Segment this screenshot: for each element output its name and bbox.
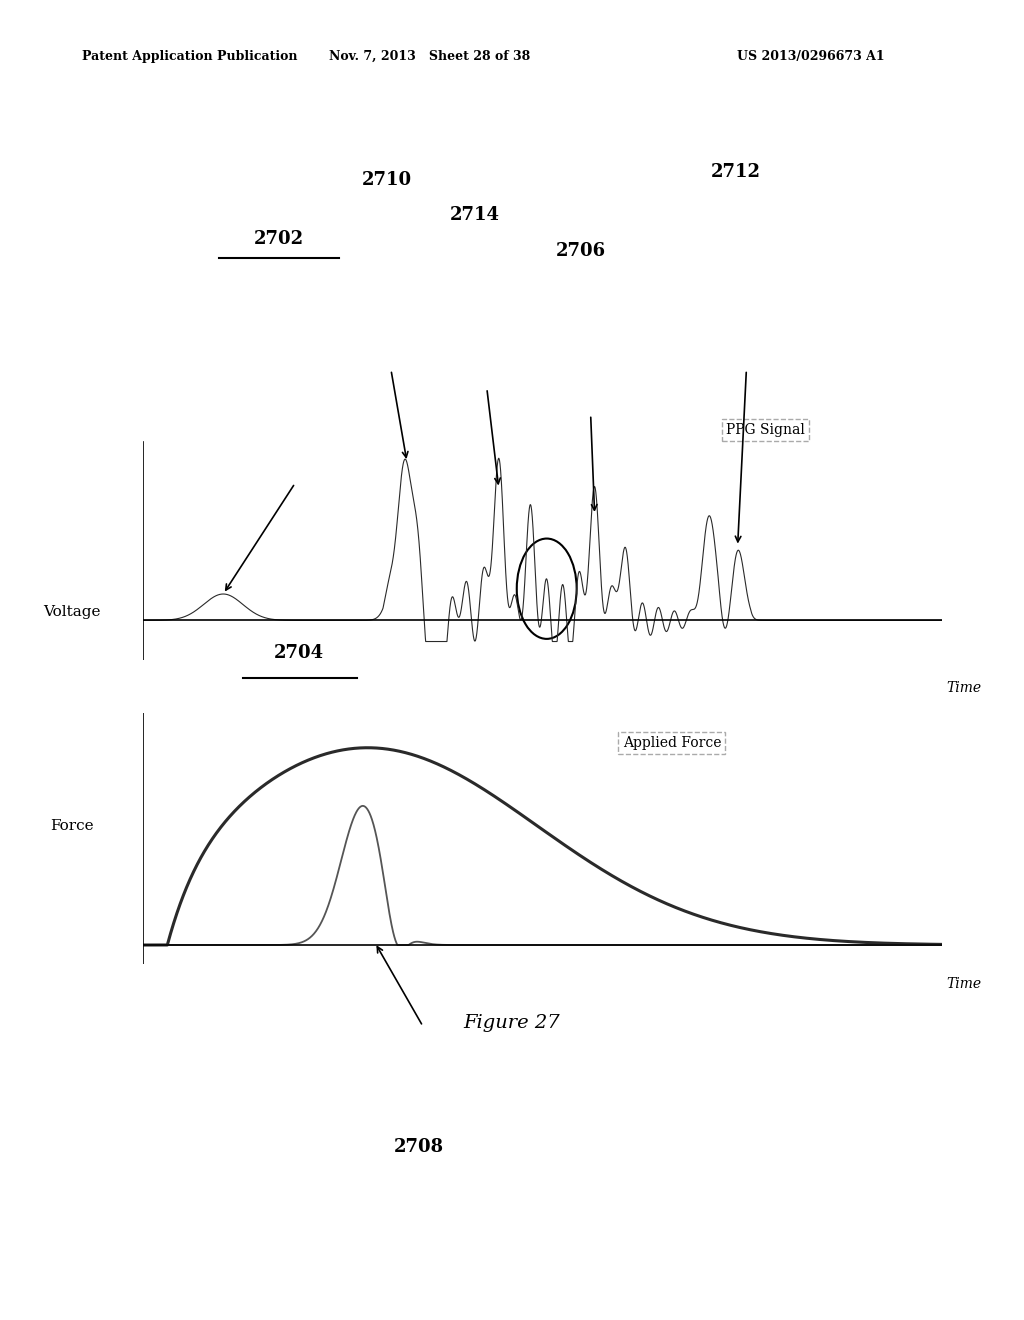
- Text: 2712: 2712: [711, 162, 761, 181]
- Text: Patent Application Publication: Patent Application Publication: [82, 50, 297, 63]
- Text: Time: Time: [946, 977, 981, 991]
- Text: US 2013/0296673 A1: US 2013/0296673 A1: [737, 50, 885, 63]
- Text: Force: Force: [49, 818, 93, 833]
- Text: 2702: 2702: [254, 230, 304, 248]
- Text: 2710: 2710: [361, 170, 412, 189]
- Text: PPG Signal: PPG Signal: [726, 424, 805, 437]
- Text: Time: Time: [946, 681, 981, 694]
- Text: 2714: 2714: [450, 206, 500, 224]
- Text: Nov. 7, 2013   Sheet 28 of 38: Nov. 7, 2013 Sheet 28 of 38: [330, 50, 530, 63]
- Text: 2708: 2708: [394, 1138, 444, 1156]
- Text: 2706: 2706: [556, 242, 606, 260]
- Text: Applied Force: Applied Force: [623, 735, 721, 750]
- Text: 2704: 2704: [274, 644, 325, 661]
- Text: Voltage: Voltage: [43, 606, 100, 619]
- Text: Figure 27: Figure 27: [464, 1014, 560, 1032]
